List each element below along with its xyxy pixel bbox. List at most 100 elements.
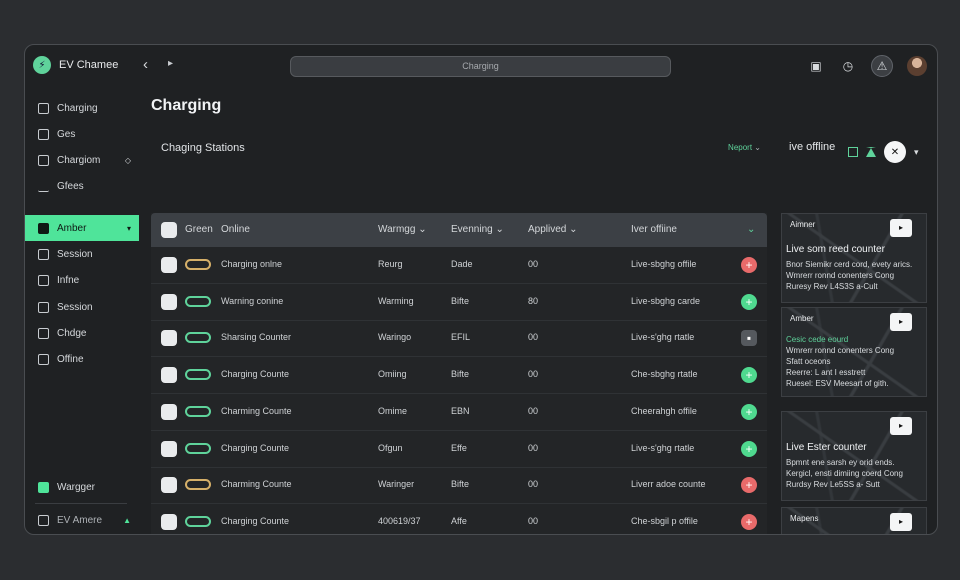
- status-toggle[interactable]: [185, 369, 211, 381]
- col-header-green[interactable]: Green: [185, 224, 213, 235]
- table-row[interactable]: Charging Counte 400619/37 Affe 00 Che-sbgil …: [151, 504, 767, 534]
- warning-icon[interactable]: [866, 147, 876, 157]
- chevron-down-icon[interactable]: ⌄: [747, 224, 756, 235]
- station-icon: [161, 293, 177, 310]
- bookmark-icon: [38, 222, 49, 234]
- cell-status: Warming: [378, 295, 414, 306]
- cell-type: Dade: [451, 259, 473, 269]
- car-icon: [38, 327, 49, 339]
- card-line: Bpmnt ene sarsh ey orid ends.: [786, 458, 895, 467]
- status-toggle[interactable]: [185, 295, 211, 307]
- play-icon[interactable]: ▸: [890, 219, 912, 237]
- card-tag: Aimner: [790, 220, 816, 229]
- sidebar-item-infne[interactable]: Infne: [25, 269, 139, 291]
- sidebar-item-chargiom[interactable]: Chargiom ◇: [25, 149, 139, 171]
- map-card[interactable]: Amber ▸ Cesic cede eourd Wmrerr ronnd conen…: [781, 307, 927, 397]
- table-row[interactable]: Charging Counte Omiing Bifte 00 Che-sbghg rt…: [151, 357, 767, 395]
- cell-type: Bifte: [451, 295, 470, 306]
- table-row[interactable]: Charging onlne Reurg Dade 00 Live-sbghg offi…: [151, 247, 767, 284]
- col-header-online[interactable]: Online: [221, 224, 250, 235]
- status-toggle[interactable]: [185, 515, 211, 527]
- status-toggle[interactable]: [185, 259, 211, 270]
- grid-icon: [38, 274, 49, 286]
- card-line: Wmrerr ronnd conenters Cong: [786, 271, 895, 280]
- status-toggle[interactable]: [185, 332, 211, 344]
- add-alert-icon[interactable]: +: [741, 477, 757, 494]
- map-card[interactable]: Aimner ▸ Live som reed counter Bnor Siemikr…: [781, 213, 927, 303]
- table-row[interactable]: Charming Counte Omime EBN 00 Cheerahgh offil…: [151, 394, 767, 431]
- sidebar-item-session[interactable]: Session: [25, 243, 139, 265]
- inbox-icon[interactable]: ▣: [810, 59, 822, 73]
- sidebar-item-offine[interactable]: Offine: [25, 348, 139, 370]
- col-header-iver-offline[interactable]: Iver offiine: [631, 224, 677, 235]
- divider: [35, 503, 127, 504]
- status-toggle[interactable]: [185, 479, 211, 491]
- cell-value: 80: [528, 295, 539, 306]
- cell-name: Charging Counte: [221, 369, 290, 380]
- sidebar-item-amber[interactable]: Amber ▾: [25, 215, 139, 241]
- cell-detail: Live-s'ghg rtatle: [631, 442, 695, 453]
- table-row[interactable]: Sharsing Counter Waringo EFIL 00 Live-s'ghg …: [151, 320, 767, 358]
- play-icon[interactable]: ▸: [890, 313, 912, 331]
- sidebar: Charging Ges Chargiom ◇ Gfees Amber ▾ Se…: [25, 89, 139, 534]
- card-line: Rurdsy Rev Le5SS a- Sutt: [786, 480, 880, 489]
- sidebar-item-label: Wargger: [57, 481, 95, 493]
- user-menu[interactable]: EV Amere ▲: [25, 509, 139, 531]
- add-alert-icon[interactable]: +: [741, 257, 757, 273]
- back-arrow-icon[interactable]: ‹: [143, 56, 148, 73]
- sidebar-item-gfees[interactable]: Gfees: [25, 175, 139, 197]
- table-row[interactable]: Charging Counte Ofgun Effe 00 Live-s'ghg rta…: [151, 431, 767, 468]
- bell-icon[interactable]: ⚠: [871, 55, 893, 77]
- sidebar-item-label: Session: [57, 248, 93, 260]
- battery-icon: [38, 514, 49, 526]
- caret-up-icon: ▲: [123, 515, 131, 525]
- station-icon: [161, 513, 177, 530]
- play-icon[interactable]: ▸: [890, 513, 912, 531]
- col-header-applived[interactable]: Applived ⌄: [528, 224, 578, 235]
- report-label: Neport: [728, 143, 753, 152]
- sidebar-item-session-2[interactable]: Session: [25, 296, 139, 318]
- report-dropdown[interactable]: Neport ⌄: [728, 143, 761, 152]
- cell-status: Omime: [378, 405, 407, 416]
- sidebar-item-chdge[interactable]: Chdge: [25, 322, 139, 344]
- map-card[interactable]: Mapens▸Ceme counterRurnset Lorel uxcaane…: [781, 507, 927, 534]
- cell-detail: Live-sbghg offile: [631, 259, 697, 269]
- status-toggle[interactable]: [185, 405, 211, 417]
- add-icon[interactable]: +: [741, 293, 757, 310]
- shield-icon[interactable]: [848, 147, 858, 157]
- table-row[interactable]: Warning conine Warming Bifte 80 Live-sbghg c…: [151, 284, 767, 321]
- add-icon[interactable]: +: [741, 403, 757, 420]
- clock-icon[interactable]: ◷: [842, 59, 854, 73]
- col-header-label: Warmgg: [378, 224, 416, 235]
- cell-type: EFIL: [451, 332, 471, 343]
- col-header-evenning[interactable]: Evenning ⌄: [451, 224, 504, 235]
- sidebar-item-label: Chdge: [57, 327, 87, 339]
- brand[interactable]: ⚡ EV Chamee: [33, 56, 118, 74]
- play-icon[interactable]: ▸: [890, 417, 912, 435]
- stop-icon[interactable]: ▪: [741, 330, 757, 347]
- add-icon[interactable]: +: [741, 367, 757, 384]
- search-input[interactable]: Charging: [290, 56, 671, 77]
- monitor-icon: [38, 154, 49, 166]
- map-card[interactable]: ▸ Live Ester counter Bpmnt ene sarsh ey or…: [781, 411, 927, 501]
- close-icon[interactable]: ✕: [884, 141, 906, 163]
- sidebar-item-label: Chargiom: [57, 154, 101, 166]
- col-header-warmgg[interactable]: Warmgg ⌄: [378, 224, 427, 235]
- table-row[interactable]: Charming Counte Waringer Bifte 00 Liverr ado…: [151, 467, 767, 505]
- status-toggle[interactable]: [185, 442, 211, 454]
- cell-detail: Che-sbghg rtatle: [631, 369, 698, 380]
- sidebar-item-label: Amber: [57, 222, 87, 234]
- add-icon[interactable]: +: [741, 440, 757, 457]
- sidebar-item-label: Gfees: [57, 180, 84, 192]
- sidebar-item-ges[interactable]: Ges: [25, 123, 139, 145]
- user-name: EV Amere: [57, 514, 103, 526]
- sidebar-item-charging[interactable]: Charging: [25, 97, 139, 119]
- forward-arrow-icon[interactable]: ▸: [168, 58, 174, 69]
- add-alert-icon[interactable]: +: [741, 513, 757, 530]
- sidebar-item-wargger[interactable]: Wargger: [25, 476, 139, 498]
- right-panel: ive offline Aimner ▸ Live som reed counter…: [781, 89, 937, 534]
- table-header: Green Online Warmgg ⌄ Evenning ⌄ Applive…: [151, 213, 767, 247]
- chevron-down-icon[interactable]: ▾: [914, 146, 919, 157]
- avatar[interactable]: [907, 56, 927, 76]
- sidebar-item-label: Ges: [57, 128, 76, 140]
